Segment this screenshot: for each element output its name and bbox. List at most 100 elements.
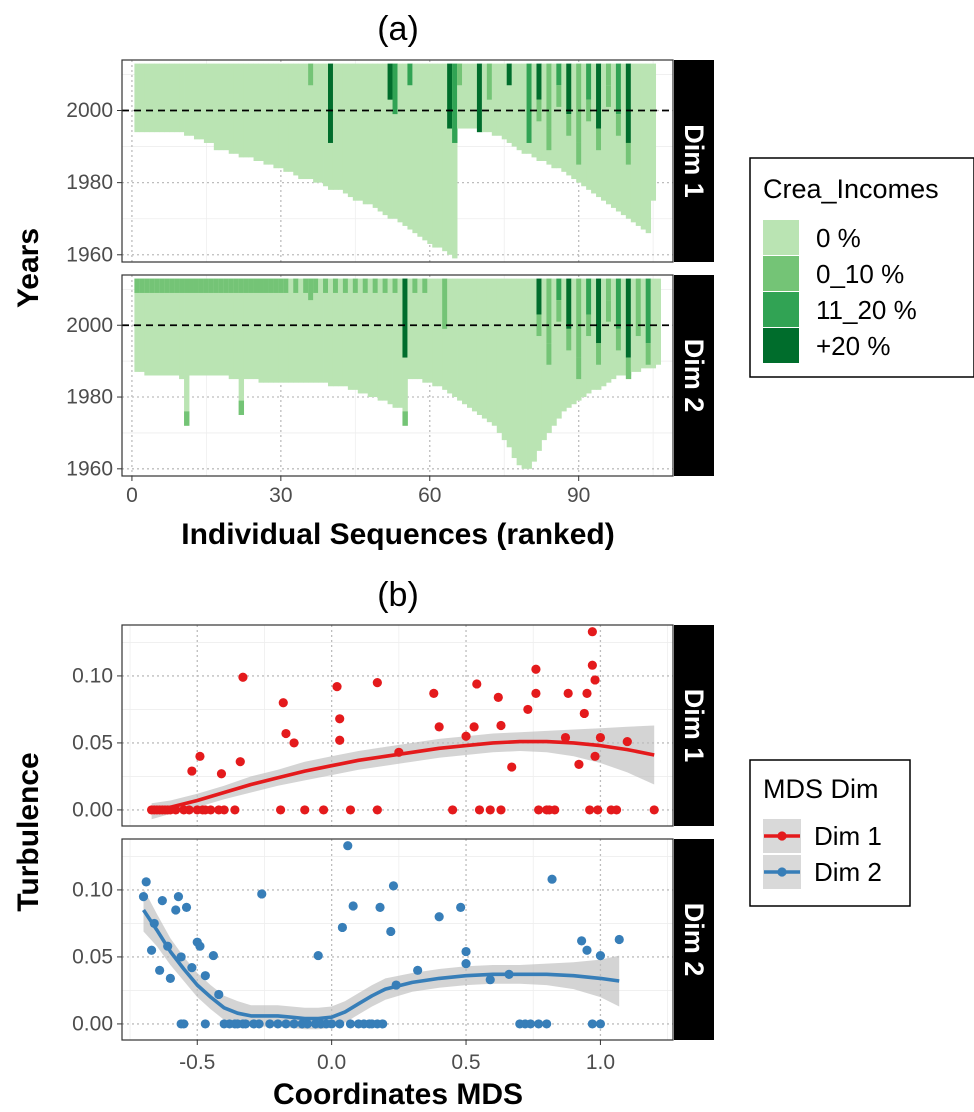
- sequence-bar: [501, 63, 508, 140]
- data-point: [273, 1019, 283, 1029]
- data-point: [590, 751, 600, 761]
- sequence-bar-state: [218, 278, 225, 293]
- data-point: [614, 934, 624, 945]
- sequence-bar: [313, 278, 319, 383]
- sequence-bar-state: [625, 142, 632, 165]
- data-point: [469, 722, 479, 732]
- data-point: [485, 975, 495, 985]
- sequence-bar: [154, 278, 160, 376]
- legend-label: Dim 1: [814, 821, 882, 851]
- sequence-bar: [571, 63, 577, 180]
- legend-label: Dim 2: [814, 857, 882, 887]
- sequence-bar: [288, 278, 294, 383]
- data-point: [155, 965, 165, 975]
- data-point: [375, 902, 385, 912]
- x-tick-label: 0.0: [317, 1051, 346, 1074]
- confidence-band: [143, 888, 620, 1030]
- sequence-bar: [491, 278, 498, 426]
- sequence-bar: [223, 278, 230, 376]
- sequence-bar: [437, 63, 443, 248]
- legend-label: +20 %: [816, 331, 890, 361]
- panel-background: [122, 839, 673, 1040]
- y-tick-label: 1980: [66, 386, 113, 409]
- x-tick-label: 90: [567, 484, 590, 507]
- sequence-bar-state: [556, 278, 562, 301]
- data-point: [165, 973, 175, 983]
- sequence-bar-state: [243, 278, 249, 293]
- y-tick-label: 0.00: [72, 1012, 113, 1035]
- sequence-bar: [561, 63, 567, 172]
- sequence-bar-state: [184, 278, 190, 293]
- sequence-bar-state: [442, 278, 448, 329]
- legend-key: [763, 328, 799, 363]
- data-point: [461, 731, 471, 741]
- sequence-bar: [203, 278, 210, 376]
- sequence-bar: [198, 63, 205, 140]
- sequence-bar-state: [263, 278, 269, 293]
- data-point: [523, 704, 533, 715]
- data-point: [281, 1019, 291, 1029]
- sequence-bar-state: [546, 343, 552, 365]
- sequence-bar-state: [332, 278, 339, 293]
- sequence-bar-state: [615, 114, 622, 136]
- y-tick-label: 0.10: [72, 664, 113, 687]
- data-point: [560, 732, 571, 743]
- data-point: [214, 989, 224, 1000]
- data-point: [474, 805, 485, 815]
- sequence-bar: [337, 278, 344, 387]
- data-point: [531, 688, 541, 698]
- smooth-line: [151, 739, 655, 814]
- sequence-bar-state: [596, 278, 602, 344]
- data-point: [348, 901, 358, 911]
- sequence-bar: [298, 278, 304, 383]
- sequence-bar: [516, 278, 522, 466]
- sequence-bar: [506, 63, 513, 143]
- y-tick-label: 0.00: [72, 798, 113, 821]
- sequence-bar-state: [596, 128, 602, 151]
- sequence-bar: [397, 63, 403, 223]
- facet-strip-label: Dim 1: [679, 124, 709, 198]
- sequence-bar-state: [645, 343, 652, 365]
- data-point: [590, 675, 600, 685]
- data-point: [434, 912, 444, 922]
- sequence-bar-state: [392, 278, 398, 293]
- sequence-bar-state: [486, 63, 493, 100]
- data-point: [173, 892, 184, 902]
- sequence-bar-state: [208, 278, 215, 293]
- sequence-bar: [347, 63, 354, 198]
- sequence-bar-state: [546, 128, 552, 151]
- sequence-bar: [511, 278, 518, 459]
- sequence-bar-state: [248, 278, 254, 293]
- sequence-bar-state: [556, 85, 562, 107]
- sequence-bar: [427, 63, 433, 244]
- data-point: [241, 1019, 251, 1029]
- sequence-bar-state: [278, 278, 284, 293]
- sequence-bar-state: [313, 278, 319, 293]
- legend-key-point: [777, 831, 787, 841]
- data-point: [327, 1019, 337, 1029]
- sequence-bar: [323, 63, 329, 187]
- legend-label: 0 %: [816, 223, 861, 253]
- facet-dim-1: Dim 1 1960 1980 2000: [66, 59, 714, 266]
- sequence-bar: [263, 63, 269, 165]
- y-tick-label: 1960: [66, 243, 113, 266]
- sequence-bar-state: [308, 278, 314, 301]
- sequence-bar: [164, 63, 170, 133]
- data-point: [496, 805, 506, 815]
- sequence-bar: [601, 278, 607, 387]
- sequence-bar: [228, 278, 235, 380]
- sequence-bar: [328, 278, 334, 387]
- sequence-bar: [303, 278, 309, 383]
- data-point: [595, 950, 606, 961]
- facet-dim-1: Dim 1 0.00 0.05 0.10: [72, 624, 714, 827]
- sequence-bar: [258, 278, 264, 383]
- data-point: [448, 805, 458, 815]
- sequence-bar-state: [273, 278, 279, 293]
- sequence-bar: [357, 63, 364, 201]
- data-point: [372, 678, 382, 688]
- sequence-bar: [208, 63, 215, 143]
- sequence-bar-state: [323, 278, 329, 293]
- sequence-bar-state: [238, 400, 245, 415]
- data-point: [461, 959, 471, 969]
- sequence-bar: [149, 278, 155, 376]
